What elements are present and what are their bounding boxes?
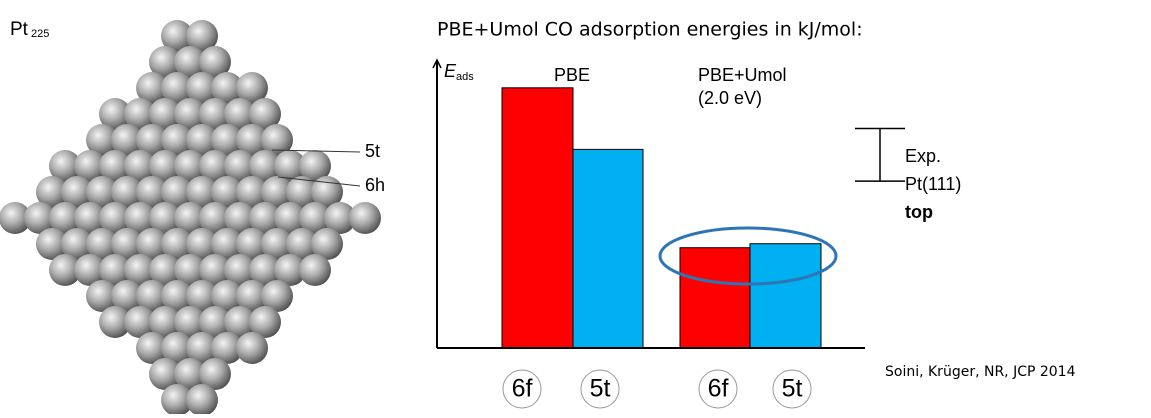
bar bbox=[680, 248, 750, 348]
y-axis-label-sub: ads bbox=[456, 71, 474, 83]
cluster-label-main: Pt bbox=[10, 19, 29, 40]
atom bbox=[236, 332, 268, 364]
x-tick-label: 6f bbox=[708, 375, 729, 403]
group-label: (2.0 eV) bbox=[698, 88, 762, 108]
title: PBE+Umol CO adsorption energies in kJ/mo… bbox=[437, 19, 863, 41]
citation: Soini, Krüger, NR, JCP 2014 bbox=[885, 364, 1076, 380]
bar bbox=[502, 88, 573, 348]
x-tick-label: 5t bbox=[782, 375, 803, 403]
chart: Eads 6f 5t 6f 5t PBE PBE+Umol (2.0 eV) Exp. Pt(11… bbox=[433, 60, 961, 408]
group-label: PBE+Umol bbox=[698, 65, 787, 85]
cluster-label-sub: 225 bbox=[31, 28, 49, 40]
bar bbox=[573, 149, 643, 348]
site-label: 5t bbox=[365, 141, 380, 161]
y-axis-label: Eads bbox=[444, 61, 474, 83]
atom bbox=[299, 254, 331, 286]
x-tick-label: 5t bbox=[590, 375, 611, 403]
slide: Pt225 5t 6h PBE+Umol CO adsorption energ… bbox=[0, 0, 1151, 414]
atom bbox=[349, 202, 381, 234]
reference-label: Exp. bbox=[905, 146, 941, 166]
x-tick-label: 6f bbox=[512, 375, 533, 403]
site-label: 6h bbox=[365, 175, 385, 195]
bar bbox=[750, 244, 821, 348]
group-label: PBE bbox=[554, 65, 590, 85]
reference-label: top bbox=[905, 202, 933, 222]
cluster-image bbox=[0, 20, 381, 414]
reference-label: Pt(111) bbox=[905, 174, 961, 194]
